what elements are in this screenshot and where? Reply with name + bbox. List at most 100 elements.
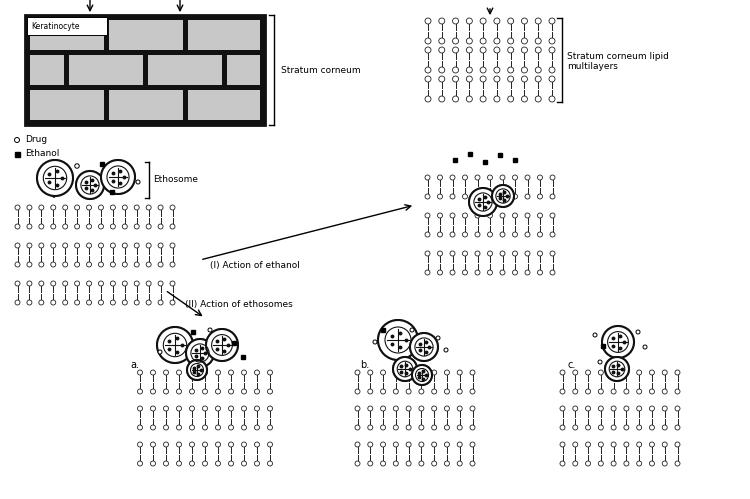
Circle shape xyxy=(536,18,542,24)
Circle shape xyxy=(573,461,578,466)
Circle shape xyxy=(419,425,424,430)
Circle shape xyxy=(466,67,472,73)
Circle shape xyxy=(393,406,398,411)
Circle shape xyxy=(450,270,455,275)
Circle shape xyxy=(508,38,514,44)
Bar xyxy=(110,190,114,194)
Circle shape xyxy=(190,406,194,411)
Circle shape xyxy=(436,336,440,340)
Circle shape xyxy=(611,389,616,394)
Circle shape xyxy=(425,47,431,53)
Circle shape xyxy=(186,339,214,367)
Circle shape xyxy=(380,425,386,430)
Text: Ethanol: Ethanol xyxy=(25,150,59,159)
Bar xyxy=(30,90,104,120)
Circle shape xyxy=(549,18,555,24)
Circle shape xyxy=(508,76,514,82)
Circle shape xyxy=(268,389,272,394)
Circle shape xyxy=(190,461,194,466)
Circle shape xyxy=(170,243,175,248)
Circle shape xyxy=(268,461,272,466)
Circle shape xyxy=(521,18,527,24)
Circle shape xyxy=(432,406,436,411)
Bar xyxy=(188,20,260,50)
Circle shape xyxy=(110,224,116,229)
Circle shape xyxy=(122,262,128,267)
Circle shape xyxy=(27,205,32,210)
Circle shape xyxy=(164,442,169,447)
Circle shape xyxy=(268,370,272,375)
Circle shape xyxy=(380,406,386,411)
Circle shape xyxy=(598,442,603,447)
Circle shape xyxy=(176,370,182,375)
Circle shape xyxy=(137,370,142,375)
Circle shape xyxy=(494,47,500,53)
Text: (I) Action of ethanol: (I) Action of ethanol xyxy=(210,261,300,270)
Circle shape xyxy=(229,442,233,447)
Circle shape xyxy=(425,194,430,199)
Circle shape xyxy=(151,406,155,411)
Circle shape xyxy=(586,406,590,411)
Circle shape xyxy=(463,175,467,180)
Circle shape xyxy=(650,442,655,447)
Circle shape xyxy=(425,18,431,24)
Circle shape xyxy=(662,442,668,447)
Circle shape xyxy=(229,370,233,375)
Circle shape xyxy=(470,461,475,466)
Circle shape xyxy=(419,442,424,447)
Circle shape xyxy=(480,38,486,44)
Circle shape xyxy=(151,389,155,394)
Circle shape xyxy=(393,389,398,394)
Circle shape xyxy=(202,442,208,447)
Circle shape xyxy=(675,370,680,375)
Bar xyxy=(513,158,517,162)
Circle shape xyxy=(355,370,360,375)
Circle shape xyxy=(470,406,475,411)
Circle shape xyxy=(560,425,565,430)
Circle shape xyxy=(39,243,44,248)
Circle shape xyxy=(355,461,360,466)
Circle shape xyxy=(488,270,493,275)
Circle shape xyxy=(39,224,44,229)
Circle shape xyxy=(158,350,162,354)
Circle shape xyxy=(176,442,182,447)
Circle shape xyxy=(598,389,603,394)
Circle shape xyxy=(122,243,128,248)
Circle shape xyxy=(450,213,455,218)
Circle shape xyxy=(662,389,668,394)
Circle shape xyxy=(110,300,116,305)
Circle shape xyxy=(190,389,194,394)
Circle shape xyxy=(242,389,247,394)
Circle shape xyxy=(146,205,152,210)
Circle shape xyxy=(254,370,260,375)
Circle shape xyxy=(432,389,436,394)
Circle shape xyxy=(458,370,462,375)
Circle shape xyxy=(368,461,373,466)
Circle shape xyxy=(538,270,542,275)
Circle shape xyxy=(500,194,505,199)
Circle shape xyxy=(164,370,169,375)
Circle shape xyxy=(39,262,44,267)
Circle shape xyxy=(101,160,135,194)
Circle shape xyxy=(380,442,386,447)
Bar xyxy=(227,55,260,85)
Circle shape xyxy=(488,194,493,199)
Circle shape xyxy=(624,425,629,430)
Circle shape xyxy=(242,370,247,375)
Circle shape xyxy=(521,47,527,53)
Circle shape xyxy=(368,425,373,430)
Circle shape xyxy=(110,281,116,286)
Circle shape xyxy=(170,281,175,286)
Circle shape xyxy=(158,262,163,267)
Bar xyxy=(69,55,143,85)
Circle shape xyxy=(525,232,530,237)
Bar xyxy=(498,153,502,157)
Circle shape xyxy=(463,213,467,218)
Circle shape xyxy=(254,406,260,411)
Circle shape xyxy=(452,76,458,82)
Circle shape xyxy=(593,333,597,337)
Circle shape xyxy=(550,213,555,218)
Circle shape xyxy=(439,47,445,53)
Circle shape xyxy=(110,262,116,267)
Circle shape xyxy=(560,370,565,375)
